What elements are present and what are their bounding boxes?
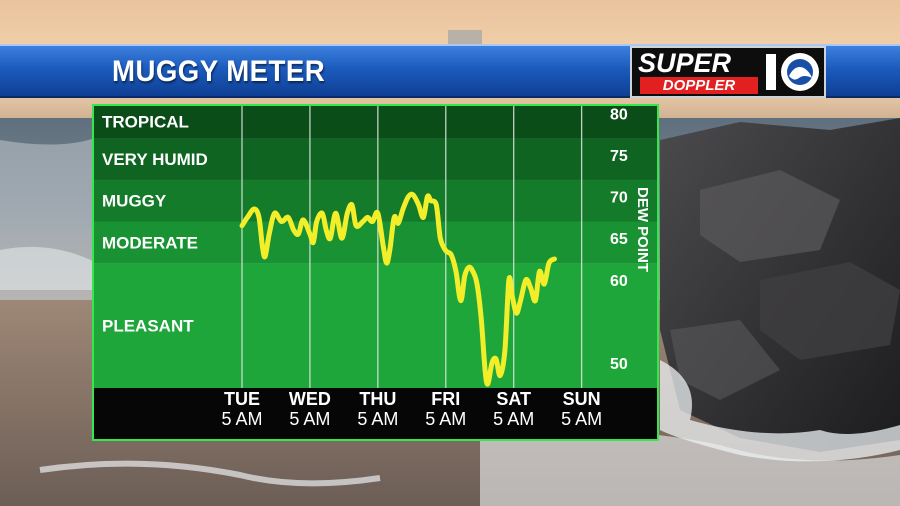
y-axis-label: DEW POINT bbox=[634, 187, 651, 272]
x-tick-time-2: 5 AM bbox=[357, 409, 398, 429]
x-tick-time-5: 5 AM bbox=[561, 409, 602, 429]
y-tick-2: 70 bbox=[610, 190, 628, 207]
station-logo: SUPER DOPPLER 10 bbox=[630, 46, 826, 98]
x-tick-day-4: SAT bbox=[496, 389, 531, 409]
y-tick-0: 80 bbox=[610, 106, 628, 123]
band-label-2: MUGGY bbox=[102, 192, 167, 211]
band-label-3: MODERATE bbox=[102, 233, 198, 252]
x-tick-day-1: WED bbox=[289, 389, 331, 409]
x-tick-day-5: SUN bbox=[563, 389, 601, 409]
x-tick-time-3: 5 AM bbox=[425, 409, 466, 429]
x-tick-day-2: THU bbox=[359, 389, 396, 409]
x-axis-bar bbox=[93, 388, 658, 440]
logo-doppler-text: DOPPLER bbox=[640, 77, 758, 94]
logo-ten-emblem: 10 bbox=[766, 53, 819, 91]
y-tick-4: 60 bbox=[610, 273, 628, 290]
x-tick-day-0: TUE bbox=[224, 389, 260, 409]
chart-border bbox=[92, 104, 659, 441]
y-tick-1: 75 bbox=[610, 148, 628, 165]
series-line-0 bbox=[239, 191, 557, 387]
day-gridlines bbox=[241, 105, 583, 388]
y-tick-labels: 80 75 70 65 60 50 bbox=[610, 106, 628, 373]
band-4 bbox=[93, 263, 658, 388]
dew-point-bands bbox=[93, 105, 658, 388]
y-tick-5: 50 bbox=[610, 356, 628, 373]
band-1 bbox=[93, 138, 658, 180]
x-tick-day-3: FRI bbox=[431, 389, 460, 409]
logo-super-text: SUPER bbox=[638, 48, 732, 78]
x-tick-time-0: 5 AM bbox=[221, 409, 262, 429]
band-3 bbox=[93, 221, 658, 264]
band-label-0: TROPICAL bbox=[102, 113, 189, 132]
band-labels: TROPICAL VERY HUMID MUGGY MODERATE PLEASANT bbox=[102, 113, 208, 336]
band-0 bbox=[93, 105, 658, 139]
series-lines bbox=[239, 191, 557, 387]
x-tick-time-4: 5 AM bbox=[493, 409, 534, 429]
x-tick-time-1: 5 AM bbox=[289, 409, 330, 429]
band-label-4: PLEASANT bbox=[102, 317, 194, 336]
page-title: MUGGY METER bbox=[112, 55, 326, 88]
y-tick-3: 65 bbox=[610, 231, 628, 248]
band-label-1: VERY HUMID bbox=[102, 150, 208, 169]
